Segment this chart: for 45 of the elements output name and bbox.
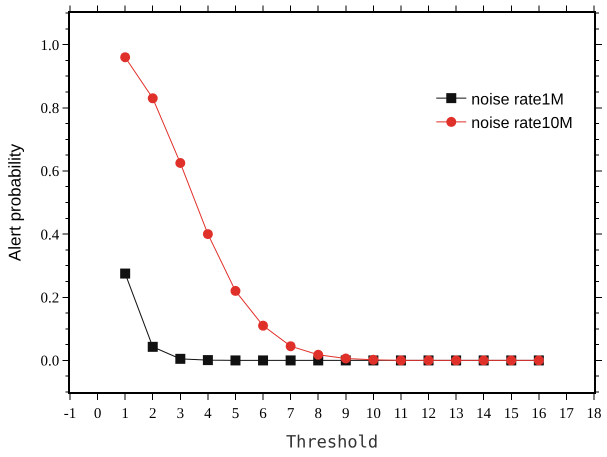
x-tick-label: 18	[586, 406, 602, 422]
point	[202, 229, 213, 240]
y-tick-label: 0.8	[40, 101, 60, 117]
y-axis-title: Alert probability	[6, 143, 25, 262]
point	[230, 355, 240, 366]
x-tick-label: 8	[314, 406, 322, 422]
y-tick-label: 0.0	[40, 354, 60, 370]
x-tick-label: 5	[232, 406, 240, 422]
x-tick-label: 16	[531, 406, 547, 422]
point	[148, 342, 158, 352]
x-tick-label: 4	[204, 406, 212, 422]
x-tick-label: 3	[176, 406, 184, 422]
x-tick-label: 17	[558, 406, 574, 422]
legend-label: noise rate1M	[471, 91, 564, 108]
point	[258, 320, 268, 331]
point	[230, 286, 240, 296]
y-tick-label: 0.4	[40, 227, 60, 244]
y-tick-label: 1.0	[40, 38, 60, 54]
x-tick-label: 13	[448, 406, 464, 422]
y-tick-label: 0.6	[40, 164, 60, 180]
x-tick-label: 6	[259, 406, 268, 422]
point	[286, 341, 296, 352]
point	[120, 268, 130, 279]
x-tick-label: 14	[476, 406, 492, 422]
point	[175, 354, 186, 364]
x-tick-label: 12	[421, 406, 436, 422]
x-tick-label: 7	[286, 406, 295, 422]
x-tick-label: 11	[394, 406, 408, 422]
x-tick-label: 1	[121, 406, 129, 422]
point	[286, 355, 296, 366]
point	[258, 355, 268, 366]
y-tick-label: 0.2	[40, 290, 60, 306]
legend-label: noise rate10M	[471, 115, 573, 132]
x-tick-label: 15	[504, 406, 519, 422]
point	[148, 93, 158, 104]
point	[202, 355, 213, 366]
x-axis-title: Threshold	[286, 432, 378, 453]
point	[313, 350, 324, 360]
x-tick-label: 9	[342, 406, 350, 422]
x-tick-label: 10	[366, 406, 381, 422]
point	[120, 52, 130, 62]
x-tick-label: 2	[148, 406, 156, 422]
x-tick-label: 0	[94, 406, 102, 422]
point	[175, 158, 186, 168]
x-tick-label: -1	[64, 406, 76, 422]
